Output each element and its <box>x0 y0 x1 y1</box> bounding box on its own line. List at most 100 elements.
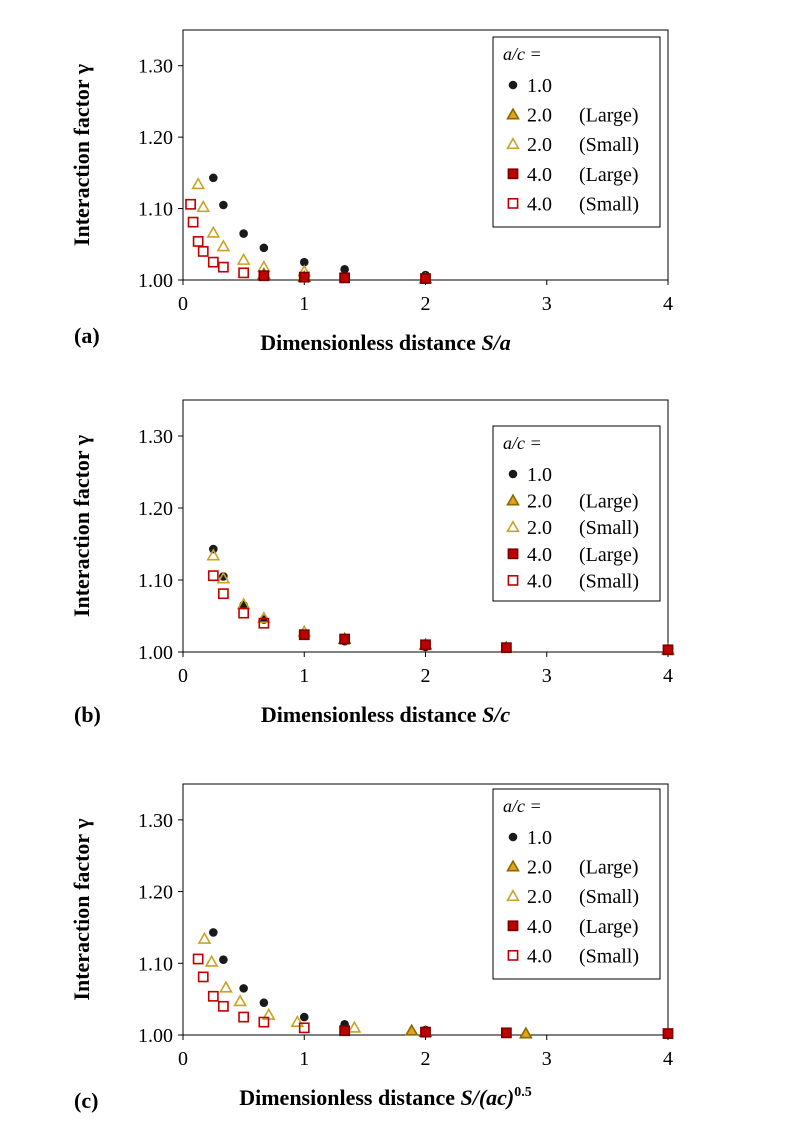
data-point <box>217 588 229 600</box>
legend-marker <box>507 198 519 209</box>
x-tick-label: 1 <box>299 665 309 687</box>
data-point <box>219 955 228 964</box>
data-point <box>204 954 219 967</box>
x-tick-label: 2 <box>421 665 431 687</box>
legend-value: 1.0 <box>527 75 552 97</box>
legend-title: a/c = <box>503 433 542 453</box>
data-point <box>187 216 199 228</box>
chart-panel-2: 1.00 1.10 1.20 1.30 0 1 2 3 4 Interaction factor … <box>69 399 675 727</box>
x-axis-title: Dimensionless distance S/a <box>260 330 511 355</box>
legend-marker <box>507 574 519 586</box>
legend-marker <box>508 80 518 90</box>
legend: a/c = 1.0 2.0 (Large) 2.0 (Small) 4.0 (Large) 4.… <box>492 36 661 228</box>
series-5 <box>185 198 250 279</box>
data-point <box>662 1028 674 1039</box>
data-point <box>299 257 309 267</box>
data-point <box>339 272 351 284</box>
legend-marker <box>506 493 520 506</box>
legend-value: 2.0 <box>527 134 552 156</box>
data-point <box>197 971 209 983</box>
data-point <box>420 639 431 651</box>
x-tick-label: 2 <box>421 293 431 315</box>
y-tick-label: 1.30 <box>138 426 173 448</box>
legend-note: (Large) <box>579 857 639 879</box>
legend-box <box>492 425 661 602</box>
y-tick-label: 1.20 <box>138 882 173 904</box>
y-tick-label: 1.20 <box>138 127 173 149</box>
legend-value: 2.0 <box>527 857 552 879</box>
legend-note: (Small) <box>579 517 639 539</box>
y-tick-label: 1.10 <box>138 570 173 592</box>
x-tick-label: 3 <box>542 1048 552 1070</box>
data-point <box>239 229 248 238</box>
x-tick-label: 0 <box>178 293 188 315</box>
legend-marker <box>506 859 520 872</box>
data-point <box>340 264 349 274</box>
data-point <box>191 177 206 190</box>
data-point <box>662 644 674 656</box>
legend-note: (Small) <box>579 886 639 908</box>
panel-label: (a) <box>74 323 100 348</box>
x-tick-label: 2 <box>421 1048 431 1070</box>
data-point <box>298 271 310 283</box>
legend-box <box>492 36 661 228</box>
data-point <box>209 173 218 183</box>
y-tick-label: 1.00 <box>138 1025 173 1047</box>
legend-note: (Small) <box>579 134 639 156</box>
legend-note: (Large) <box>579 916 639 938</box>
x-tick-label: 0 <box>178 1048 188 1070</box>
chart-panel-3: 1.00 1.10 1.20 1.30 0 1 2 3 4 Interaction factor … <box>69 783 674 1113</box>
data-point <box>192 953 204 965</box>
data-point <box>219 200 228 210</box>
x-tick-label: 1 <box>299 293 309 315</box>
x-tick-label: 4 <box>663 293 673 315</box>
data-point <box>420 1026 431 1038</box>
x-tick-label: 4 <box>663 665 673 687</box>
legend-marker <box>508 832 518 842</box>
legend-note: (Small) <box>579 193 639 215</box>
data-point <box>259 998 269 1008</box>
data-point <box>207 990 219 1002</box>
legend-value: 1.0 <box>527 464 552 486</box>
legend-value: 4.0 <box>527 164 552 186</box>
legend: a/c = 1.0 2.0 (Large) 2.0 (Small) 4.0 (Large) 4.… <box>492 788 661 980</box>
data-point <box>216 239 231 252</box>
x-axis-title: Dimensionless distance S/c <box>261 702 511 727</box>
legend-value: 2.0 <box>527 886 552 908</box>
legend-marker <box>507 920 519 932</box>
data-point <box>258 1016 270 1028</box>
y-axis-title: Interaction factor γ <box>69 64 94 246</box>
data-point <box>216 571 231 584</box>
data-point <box>298 1022 310 1034</box>
data-point <box>347 1020 362 1033</box>
legend-marker <box>507 548 519 560</box>
data-point <box>197 246 209 257</box>
legend-note: (Large) <box>579 164 639 186</box>
data-point <box>290 1014 305 1028</box>
legend-marker <box>506 889 520 902</box>
data-point <box>420 273 431 284</box>
data-point <box>236 252 251 265</box>
legend-value: 1.0 <box>527 827 552 849</box>
x-tick-label: 0 <box>178 665 188 687</box>
y-tick-label: 1.30 <box>138 56 173 78</box>
y-tick-label: 1.30 <box>138 810 173 832</box>
data-point <box>339 633 351 645</box>
y-axis-title: Interaction factor γ <box>69 435 94 617</box>
legend-value: 2.0 <box>527 517 552 539</box>
x-tick-label: 1 <box>299 1048 309 1070</box>
series-5 <box>207 570 270 629</box>
x-tick-label: 3 <box>542 293 552 315</box>
data-point <box>192 236 204 247</box>
data-point <box>207 570 219 582</box>
legend-marker <box>507 168 519 180</box>
panel-label: (b) <box>74 702 101 727</box>
legend-note: (Small) <box>579 945 639 967</box>
legend-value: 4.0 <box>527 544 552 566</box>
data-point <box>238 607 250 619</box>
data-point <box>500 1027 512 1039</box>
legend-title: a/c = <box>503 44 542 64</box>
legend-marker <box>507 949 519 961</box>
data-point <box>299 1012 309 1022</box>
